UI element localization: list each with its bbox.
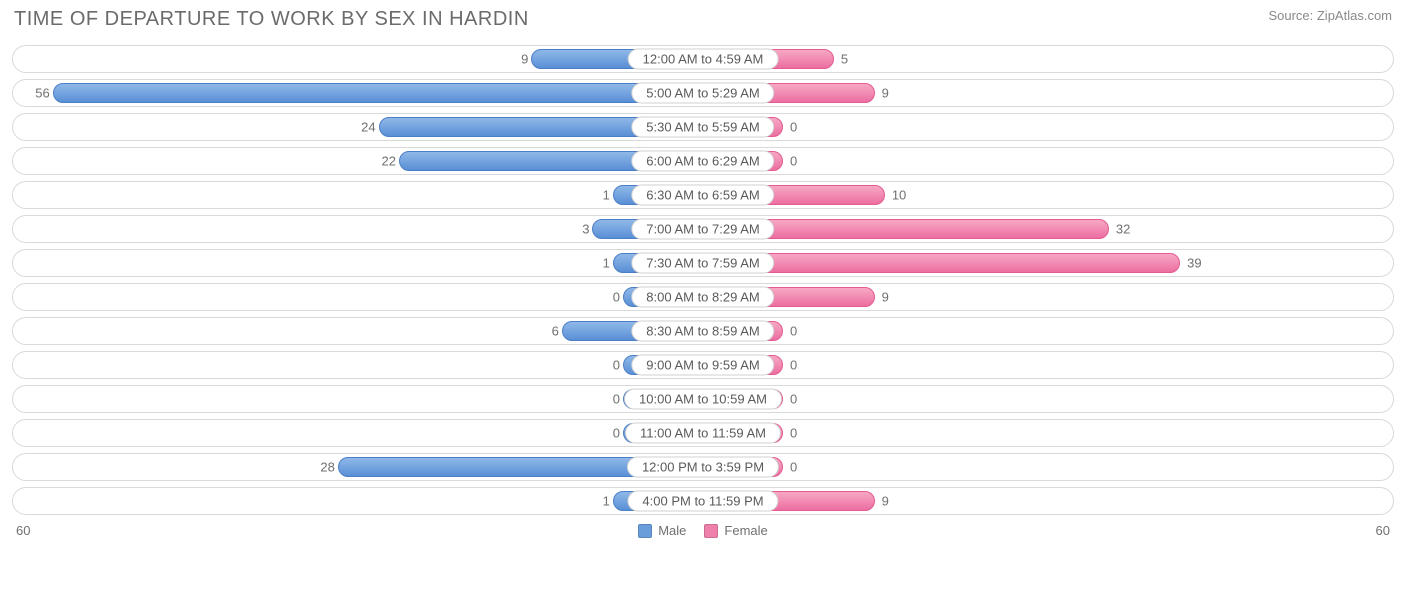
value-label-male: 1 <box>586 256 610 271</box>
value-label-male: 0 <box>596 290 620 305</box>
value-label-female: 0 <box>790 120 797 135</box>
chart-legend: Male Female <box>638 523 768 538</box>
axis-right-max: 60 <box>1376 523 1390 538</box>
chart-row: 10:00 AM to 10:59 AM 0 0 <box>12 385 1394 413</box>
value-label-male: 24 <box>352 120 376 135</box>
chart-row: 8:30 AM to 8:59 AM 6 0 <box>12 317 1394 345</box>
row-time-label: 7:30 AM to 7:59 AM <box>631 253 774 274</box>
chart-row: 5:00 AM to 5:29 AM 56 9 <box>12 79 1394 107</box>
row-time-label: 12:00 PM to 3:59 PM <box>627 457 779 478</box>
chart-header: TIME OF DEPARTURE TO WORK BY SEX IN HARD… <box>10 8 1396 31</box>
value-label-male: 9 <box>504 52 528 67</box>
value-label-female: 9 <box>882 290 889 305</box>
row-time-label: 6:00 AM to 6:29 AM <box>631 151 774 172</box>
chart-row: 7:00 AM to 7:29 AM 3 32 <box>12 215 1394 243</box>
value-label-male: 0 <box>596 358 620 373</box>
row-time-label: 5:00 AM to 5:29 AM <box>631 83 774 104</box>
chart-row: 8:00 AM to 8:29 AM 0 9 <box>12 283 1394 311</box>
row-time-label: 8:00 AM to 8:29 AM <box>631 287 774 308</box>
row-time-label: 9:00 AM to 9:59 AM <box>631 355 774 376</box>
value-label-female: 32 <box>1116 222 1130 237</box>
row-time-label: 11:00 AM to 11:59 AM <box>625 423 781 444</box>
bar-female <box>703 253 1180 273</box>
bar-male <box>53 83 703 103</box>
value-label-male: 3 <box>565 222 589 237</box>
value-label-female: 0 <box>790 154 797 169</box>
row-time-label: 8:30 AM to 8:59 AM <box>631 321 774 342</box>
legend-label-female: Female <box>724 523 767 538</box>
legend-item-female: Female <box>704 523 767 538</box>
row-time-label: 10:00 AM to 10:59 AM <box>624 389 782 410</box>
value-label-female: 39 <box>1187 256 1201 271</box>
value-label-male: 1 <box>586 494 610 509</box>
value-label-male: 22 <box>372 154 396 169</box>
chart-row: 11:00 AM to 11:59 AM 0 0 <box>12 419 1394 447</box>
value-label-female: 0 <box>790 392 797 407</box>
row-time-label: 5:30 AM to 5:59 AM <box>631 117 774 138</box>
row-time-label: 7:00 AM to 7:29 AM <box>631 219 774 240</box>
chart-area: 12:00 AM to 4:59 AM955:00 AM to 5:29 AM5… <box>10 45 1396 515</box>
value-label-female: 9 <box>882 86 889 101</box>
chart-row: 7:30 AM to 7:59 AM 1 39 <box>12 249 1394 277</box>
chart-source: Source: ZipAtlas.com <box>1268 8 1392 23</box>
value-label-female: 0 <box>790 426 797 441</box>
axis-left-max: 60 <box>16 523 30 538</box>
chart-row: 9:00 AM to 9:59 AM 0 0 <box>12 351 1394 379</box>
value-label-female: 5 <box>841 52 848 67</box>
value-label-male: 0 <box>596 426 620 441</box>
chart-row: 4:00 PM to 11:59 PM 1 9 <box>12 487 1394 515</box>
chart-container: TIME OF DEPARTURE TO WORK BY SEX IN HARD… <box>0 0 1406 595</box>
value-label-female: 9 <box>882 494 889 509</box>
legend-swatch-female <box>704 524 718 538</box>
value-label-female: 0 <box>790 358 797 373</box>
value-label-female: 0 <box>790 460 797 475</box>
chart-row: 5:30 AM to 5:59 AM 24 0 <box>12 113 1394 141</box>
chart-row: 12:00 AM to 4:59 AM 9 5 <box>12 45 1394 73</box>
legend-label-male: Male <box>658 523 686 538</box>
chart-row: 6:00 AM to 6:29 AM 22 0 <box>12 147 1394 175</box>
row-time-label: 12:00 AM to 4:59 AM <box>628 49 779 70</box>
chart-row: 6:30 AM to 6:59 AM 1 10 <box>12 181 1394 209</box>
legend-item-male: Male <box>638 523 686 538</box>
value-label-male: 6 <box>535 324 559 339</box>
value-label-male: 28 <box>311 460 335 475</box>
row-time-label: 4:00 PM to 11:59 PM <box>627 491 778 512</box>
value-label-male: 1 <box>586 188 610 203</box>
chart-row: 12:00 PM to 3:59 PM 28 0 <box>12 453 1394 481</box>
row-time-label: 6:30 AM to 6:59 AM <box>631 185 774 206</box>
value-label-female: 10 <box>892 188 906 203</box>
chart-footer: 60 Male Female 60 <box>10 521 1396 538</box>
value-label-male: 0 <box>596 392 620 407</box>
value-label-male: 56 <box>26 86 50 101</box>
value-label-female: 0 <box>790 324 797 339</box>
chart-title: TIME OF DEPARTURE TO WORK BY SEX IN HARD… <box>14 8 529 31</box>
legend-swatch-male <box>638 524 652 538</box>
